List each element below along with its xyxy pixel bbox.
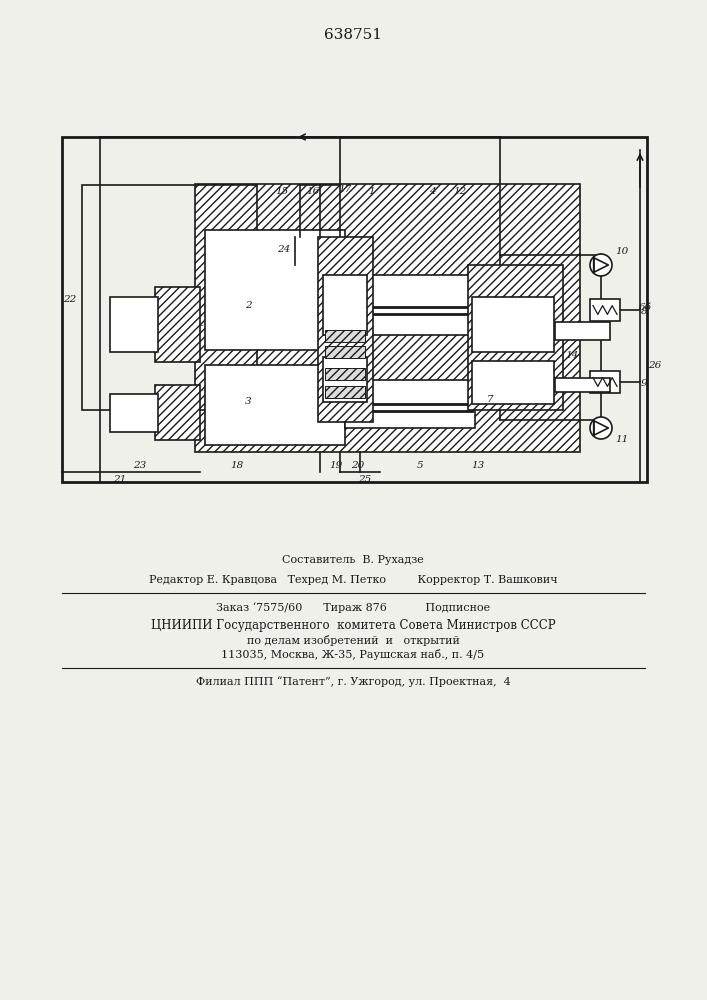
Text: 1: 1	[368, 188, 375, 196]
Bar	[325, 368, 365, 380]
Bar	[110, 297, 158, 352]
Text: 13: 13	[472, 460, 484, 470]
Bar	[325, 386, 365, 398]
Text: 23: 23	[134, 460, 146, 470]
Bar	[318, 237, 373, 422]
Text: 26: 26	[648, 360, 662, 369]
Bar	[555, 378, 610, 392]
Bar	[110, 394, 158, 432]
Bar	[325, 330, 365, 342]
Bar	[325, 346, 365, 358]
Text: Заказ ‘7575/60      Тираж 876           Подписное: Заказ ‘7575/60 Тираж 876 Подписное	[216, 603, 490, 613]
Bar	[195, 184, 580, 452]
Text: 21: 21	[113, 476, 127, 485]
Bar	[345, 380, 475, 428]
Text: 10: 10	[615, 247, 629, 256]
Circle shape	[590, 254, 612, 276]
Text: 11: 11	[615, 434, 629, 444]
Text: Филиал ППП “Патент”, г. Ужгород, ул. Проектная,  4: Филиал ППП “Патент”, г. Ужгород, ул. Про…	[196, 677, 510, 687]
Text: Составитель  В. Рухадзе: Составитель В. Рухадзе	[282, 555, 424, 565]
Bar	[155, 385, 200, 440]
Text: по делам изобретений  и   открытий: по делам изобретений и открытий	[247, 635, 460, 646]
Text: 20: 20	[351, 460, 365, 470]
Bar	[468, 265, 563, 410]
Bar	[205, 230, 345, 350]
Text: 6б: 6б	[638, 302, 651, 312]
Bar	[555, 322, 610, 340]
Text: 19: 19	[329, 460, 343, 470]
Bar	[472, 361, 554, 404]
Text: 15: 15	[275, 188, 288, 196]
Text: 25: 25	[358, 476, 372, 485]
Bar	[82, 185, 257, 410]
Bar	[345, 275, 475, 335]
Text: 3: 3	[245, 397, 251, 406]
Bar	[472, 297, 554, 352]
Text: 22: 22	[64, 296, 76, 304]
Text: 24: 24	[277, 245, 291, 254]
Bar	[62, 137, 647, 482]
Bar	[155, 287, 200, 362]
Text: 7: 7	[486, 395, 493, 404]
Bar	[323, 275, 367, 335]
Text: 17: 17	[339, 186, 351, 194]
Bar	[323, 357, 367, 402]
Text: 18: 18	[230, 460, 244, 470]
Bar	[590, 371, 620, 393]
Text: 638751: 638751	[324, 28, 382, 42]
Text: Редактор Е. Кравцова   Техред М. Петко         Корректор Т. Вашкович: Редактор Е. Кравцова Техред М. Петко Кор…	[148, 575, 557, 585]
Text: ЦНИИПИ Государственного  комитета Совета Министров СССР: ЦНИИПИ Государственного комитета Совета …	[151, 618, 555, 632]
Text: 2: 2	[245, 300, 251, 310]
Bar	[205, 365, 345, 445]
Text: 8: 8	[641, 308, 648, 316]
Text: 5: 5	[416, 460, 423, 470]
Circle shape	[590, 417, 612, 439]
Text: 9: 9	[641, 378, 648, 387]
Text: 4: 4	[428, 188, 436, 196]
Text: 12: 12	[453, 188, 467, 196]
Bar	[590, 299, 620, 321]
Text: 16: 16	[306, 188, 320, 196]
Text: 14: 14	[566, 351, 578, 360]
Text: 113035, Москва, Ж-35, Раушская наб., п. 4/5: 113035, Москва, Ж-35, Раушская наб., п. …	[221, 650, 484, 660]
